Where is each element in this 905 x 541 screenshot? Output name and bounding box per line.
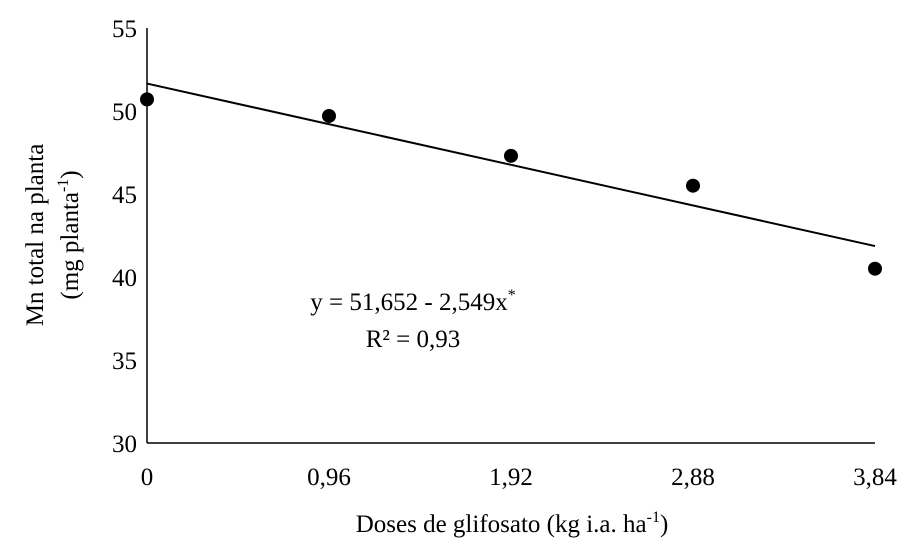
x-axis-title-end: ) xyxy=(660,511,668,538)
y-tick-label: 30 xyxy=(112,431,137,458)
y-axis-title-end: ) xyxy=(57,170,84,178)
y-tick-label: 35 xyxy=(112,348,137,375)
y-axis-title-superscript: -1 xyxy=(55,179,72,192)
x-tick-label: 0 xyxy=(141,464,154,491)
data-points xyxy=(140,92,882,275)
y-tick-label: 55 xyxy=(112,16,137,43)
r-squared-label: R² = 0,93 xyxy=(366,326,461,353)
y-axis-title-line2: (mg planta-1) xyxy=(55,170,84,299)
x-axis-title-superscript: -1 xyxy=(647,509,660,526)
y-tick-label: 50 xyxy=(112,99,137,126)
x-tick-label: 1,92 xyxy=(489,464,533,491)
x-tick-label: 2,88 xyxy=(671,464,715,491)
y-tick-label: 45 xyxy=(112,182,137,209)
x-tick-label: 3,84 xyxy=(853,464,897,491)
x-tick-labels: 0 0,96 1,92 2,88 3,84 xyxy=(141,464,898,491)
x-axis-title: Doses de glifosato (kg i.a. ha-1) xyxy=(356,509,669,538)
x-tick-label: 0,96 xyxy=(307,464,351,491)
data-point xyxy=(686,179,700,193)
data-point xyxy=(868,262,882,276)
y-tick-label: 40 xyxy=(112,265,137,292)
equation-superscript: * xyxy=(508,287,516,304)
data-point xyxy=(140,92,154,106)
trendline xyxy=(147,84,875,246)
data-point xyxy=(322,109,336,123)
y-axis-title-line1: Mn total na planta xyxy=(22,144,49,327)
data-point xyxy=(504,149,518,163)
equation-label: y = 51,652 - 2,549x* xyxy=(310,287,515,316)
y-tick-labels: 30 35 40 45 50 55 xyxy=(112,16,137,458)
